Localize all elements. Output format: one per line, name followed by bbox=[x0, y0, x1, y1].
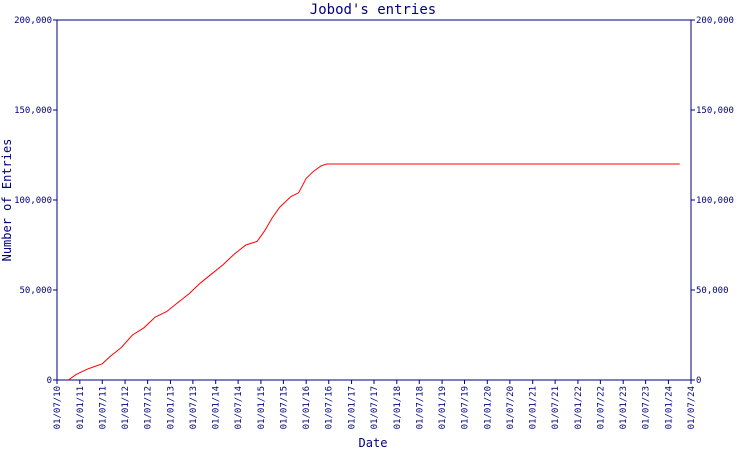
x-tick-label: 01/01/20 bbox=[483, 386, 493, 429]
y-tick-label-left: 0 bbox=[47, 376, 52, 386]
x-tick-label: 01/07/11 bbox=[98, 386, 108, 429]
x-tick-label: 01/07/10 bbox=[53, 386, 63, 429]
x-tick-label: 01/07/14 bbox=[234, 386, 244, 429]
x-tick-label: 01/07/15 bbox=[279, 386, 289, 429]
x-tick-label: 01/07/21 bbox=[551, 386, 561, 429]
x-tick-label: 01/07/16 bbox=[325, 386, 335, 429]
y-tick-label-right: 150,000 bbox=[696, 106, 734, 116]
y-tick-label-left: 100,000 bbox=[14, 196, 52, 206]
x-tick-label: 01/01/14 bbox=[212, 386, 222, 429]
y-axis-title: Number of Entries bbox=[0, 139, 14, 262]
y-tick-label-left: 50,000 bbox=[19, 286, 52, 296]
y-tick-label-left: 150,000 bbox=[14, 106, 52, 116]
x-tick-label: 01/07/20 bbox=[506, 386, 516, 429]
x-tick-label: 01/01/19 bbox=[438, 386, 448, 429]
x-tick-label: 01/07/19 bbox=[461, 386, 471, 429]
x-tick-label: 01/01/16 bbox=[302, 386, 312, 429]
x-tick-label: 01/07/17 bbox=[370, 386, 380, 429]
x-tick-label: 01/07/24 bbox=[687, 386, 697, 429]
series-line-0 bbox=[68, 163, 680, 381]
chart-title: Jobod's entries bbox=[310, 2, 436, 18]
x-tick-label: 01/01/24 bbox=[664, 386, 674, 429]
y-tick-label-left: 200,000 bbox=[14, 16, 52, 26]
x-tick-label: 01/01/22 bbox=[574, 386, 584, 429]
y-tick-label-right: 50,000 bbox=[696, 286, 729, 296]
x-axis: 01/07/10 01/01/11 01/07/11 01/01/12 01/07/12… bbox=[53, 380, 697, 429]
x-tick-label: 01/01/18 bbox=[393, 386, 403, 429]
y-tick-label-right: 200,000 bbox=[696, 16, 734, 26]
x-tick-label: 01/07/13 bbox=[189, 386, 199, 429]
y-tick-label-right: 100,000 bbox=[696, 196, 734, 206]
x-tick-label: 01/01/12 bbox=[121, 386, 131, 429]
x-tick-label: 01/01/13 bbox=[166, 386, 176, 429]
x-tick-label: 01/01/23 bbox=[619, 386, 629, 429]
y-axis-right: 0 50,000 100,000 150,000 200,000 bbox=[691, 16, 734, 386]
x-tick-label: 01/07/18 bbox=[415, 386, 425, 429]
x-tick-label: 01/01/15 bbox=[257, 386, 267, 429]
series-layer bbox=[68, 163, 680, 381]
x-tick-label: 01/01/17 bbox=[348, 386, 358, 429]
x-axis-title: Date bbox=[359, 436, 388, 450]
plot-frame bbox=[56, 19, 692, 381]
x-tick-label: 01/01/11 bbox=[76, 386, 86, 429]
x-tick-label: 01/07/22 bbox=[596, 386, 606, 429]
y-axis-left: 0 50,000 100,000 150,000 200,000 bbox=[14, 16, 57, 386]
x-tick-label: 01/07/12 bbox=[144, 386, 154, 429]
x-tick-label: 01/07/23 bbox=[642, 386, 652, 429]
x-tick-label: 01/01/21 bbox=[529, 386, 539, 429]
y-tick-label-right: 0 bbox=[696, 376, 701, 386]
